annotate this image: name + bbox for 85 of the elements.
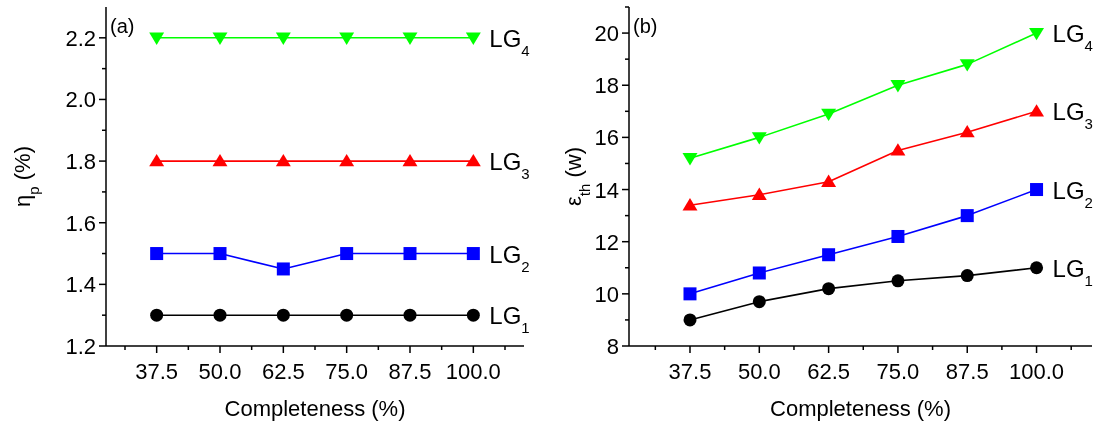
series-label: LG$_{4}$ — [489, 24, 530, 59]
point — [213, 247, 227, 261]
series-label: LG$_{4}$ — [1052, 20, 1093, 54]
point — [150, 308, 164, 322]
x-tick-label: 37.5 — [668, 359, 712, 384]
series-label: LG$_{2}$ — [489, 240, 530, 275]
y-tick-label: 1.6 — [65, 210, 96, 236]
point — [402, 153, 418, 167]
point — [466, 247, 480, 261]
point — [682, 153, 698, 166]
x-tick-label: 75.0 — [876, 359, 920, 384]
x-tick-label: 50.0 — [198, 359, 242, 384]
point — [466, 308, 480, 322]
x-tick-label: 75.0 — [325, 359, 369, 384]
series-label: LG$_{2}$ — [1052, 176, 1093, 211]
x-tick-label: 50.0 — [737, 359, 781, 384]
point — [402, 32, 418, 45]
point — [751, 187, 767, 200]
y-tick-label: 2.0 — [65, 87, 96, 113]
point — [822, 282, 836, 296]
x-axis-title: Completeness (%) — [770, 396, 951, 421]
annotation: (b) — [633, 15, 658, 37]
point — [822, 248, 836, 262]
y-tick-label: 1.2 — [65, 334, 96, 359]
point — [959, 59, 975, 72]
point — [890, 143, 906, 156]
x-tick-label: 62.5 — [807, 359, 851, 384]
point — [1030, 183, 1044, 197]
point — [1029, 27, 1045, 41]
point — [340, 247, 354, 261]
series-label: LG$_{3}$ — [489, 148, 530, 182]
point — [890, 80, 906, 93]
point — [752, 295, 766, 309]
point — [212, 153, 228, 167]
y-tick-label: 20 — [594, 21, 619, 47]
point — [683, 287, 697, 301]
point — [821, 108, 837, 122]
point — [960, 209, 974, 223]
point — [891, 229, 905, 243]
x-tick-label: 62.5 — [261, 359, 305, 384]
point — [213, 308, 227, 322]
y-tick-label: 18 — [594, 73, 619, 99]
point — [339, 153, 355, 167]
x-tick-label: 87.5 — [945, 359, 989, 384]
point — [149, 153, 165, 167]
point — [212, 32, 228, 45]
y-tick-label: 1.4 — [65, 272, 96, 298]
point — [275, 32, 291, 45]
x-tick-label: 100.0 — [445, 359, 501, 384]
y-tick-label: 10 — [594, 281, 619, 307]
y-tick-label: 16 — [594, 125, 619, 151]
point — [275, 153, 291, 167]
point — [891, 274, 905, 288]
point — [752, 266, 766, 280]
point — [959, 125, 975, 138]
y-tick-label: 12 — [594, 229, 619, 255]
point — [150, 247, 164, 261]
point — [403, 308, 417, 322]
point — [1030, 261, 1044, 275]
point — [339, 32, 355, 45]
series-label: LG$_{1}$ — [489, 302, 530, 336]
point — [960, 269, 974, 283]
y-tick-label: 2.2 — [65, 25, 96, 51]
point — [149, 32, 165, 45]
series-label: LG$_{1}$ — [1052, 254, 1093, 289]
point — [1029, 104, 1045, 117]
point — [340, 308, 354, 322]
point — [821, 174, 837, 187]
x-tick-label: 37.5 — [135, 359, 179, 384]
x-axis-title: Completeness (%) — [224, 396, 406, 421]
annotation: (a) — [110, 15, 135, 37]
point — [276, 308, 290, 322]
x-tick-label: 100.0 — [1009, 359, 1065, 384]
y-tick-label: 8 — [606, 334, 619, 359]
y-tick-label: 1.8 — [65, 149, 96, 175]
point — [276, 262, 290, 276]
y-tick-label: 14 — [594, 177, 619, 203]
point — [403, 247, 417, 261]
x-tick-label: 87.5 — [388, 359, 432, 384]
point — [683, 313, 697, 327]
series-label: LG$_{3}$ — [1052, 98, 1093, 132]
point — [465, 32, 481, 45]
point — [465, 153, 481, 167]
point — [682, 198, 698, 211]
point — [751, 132, 767, 145]
